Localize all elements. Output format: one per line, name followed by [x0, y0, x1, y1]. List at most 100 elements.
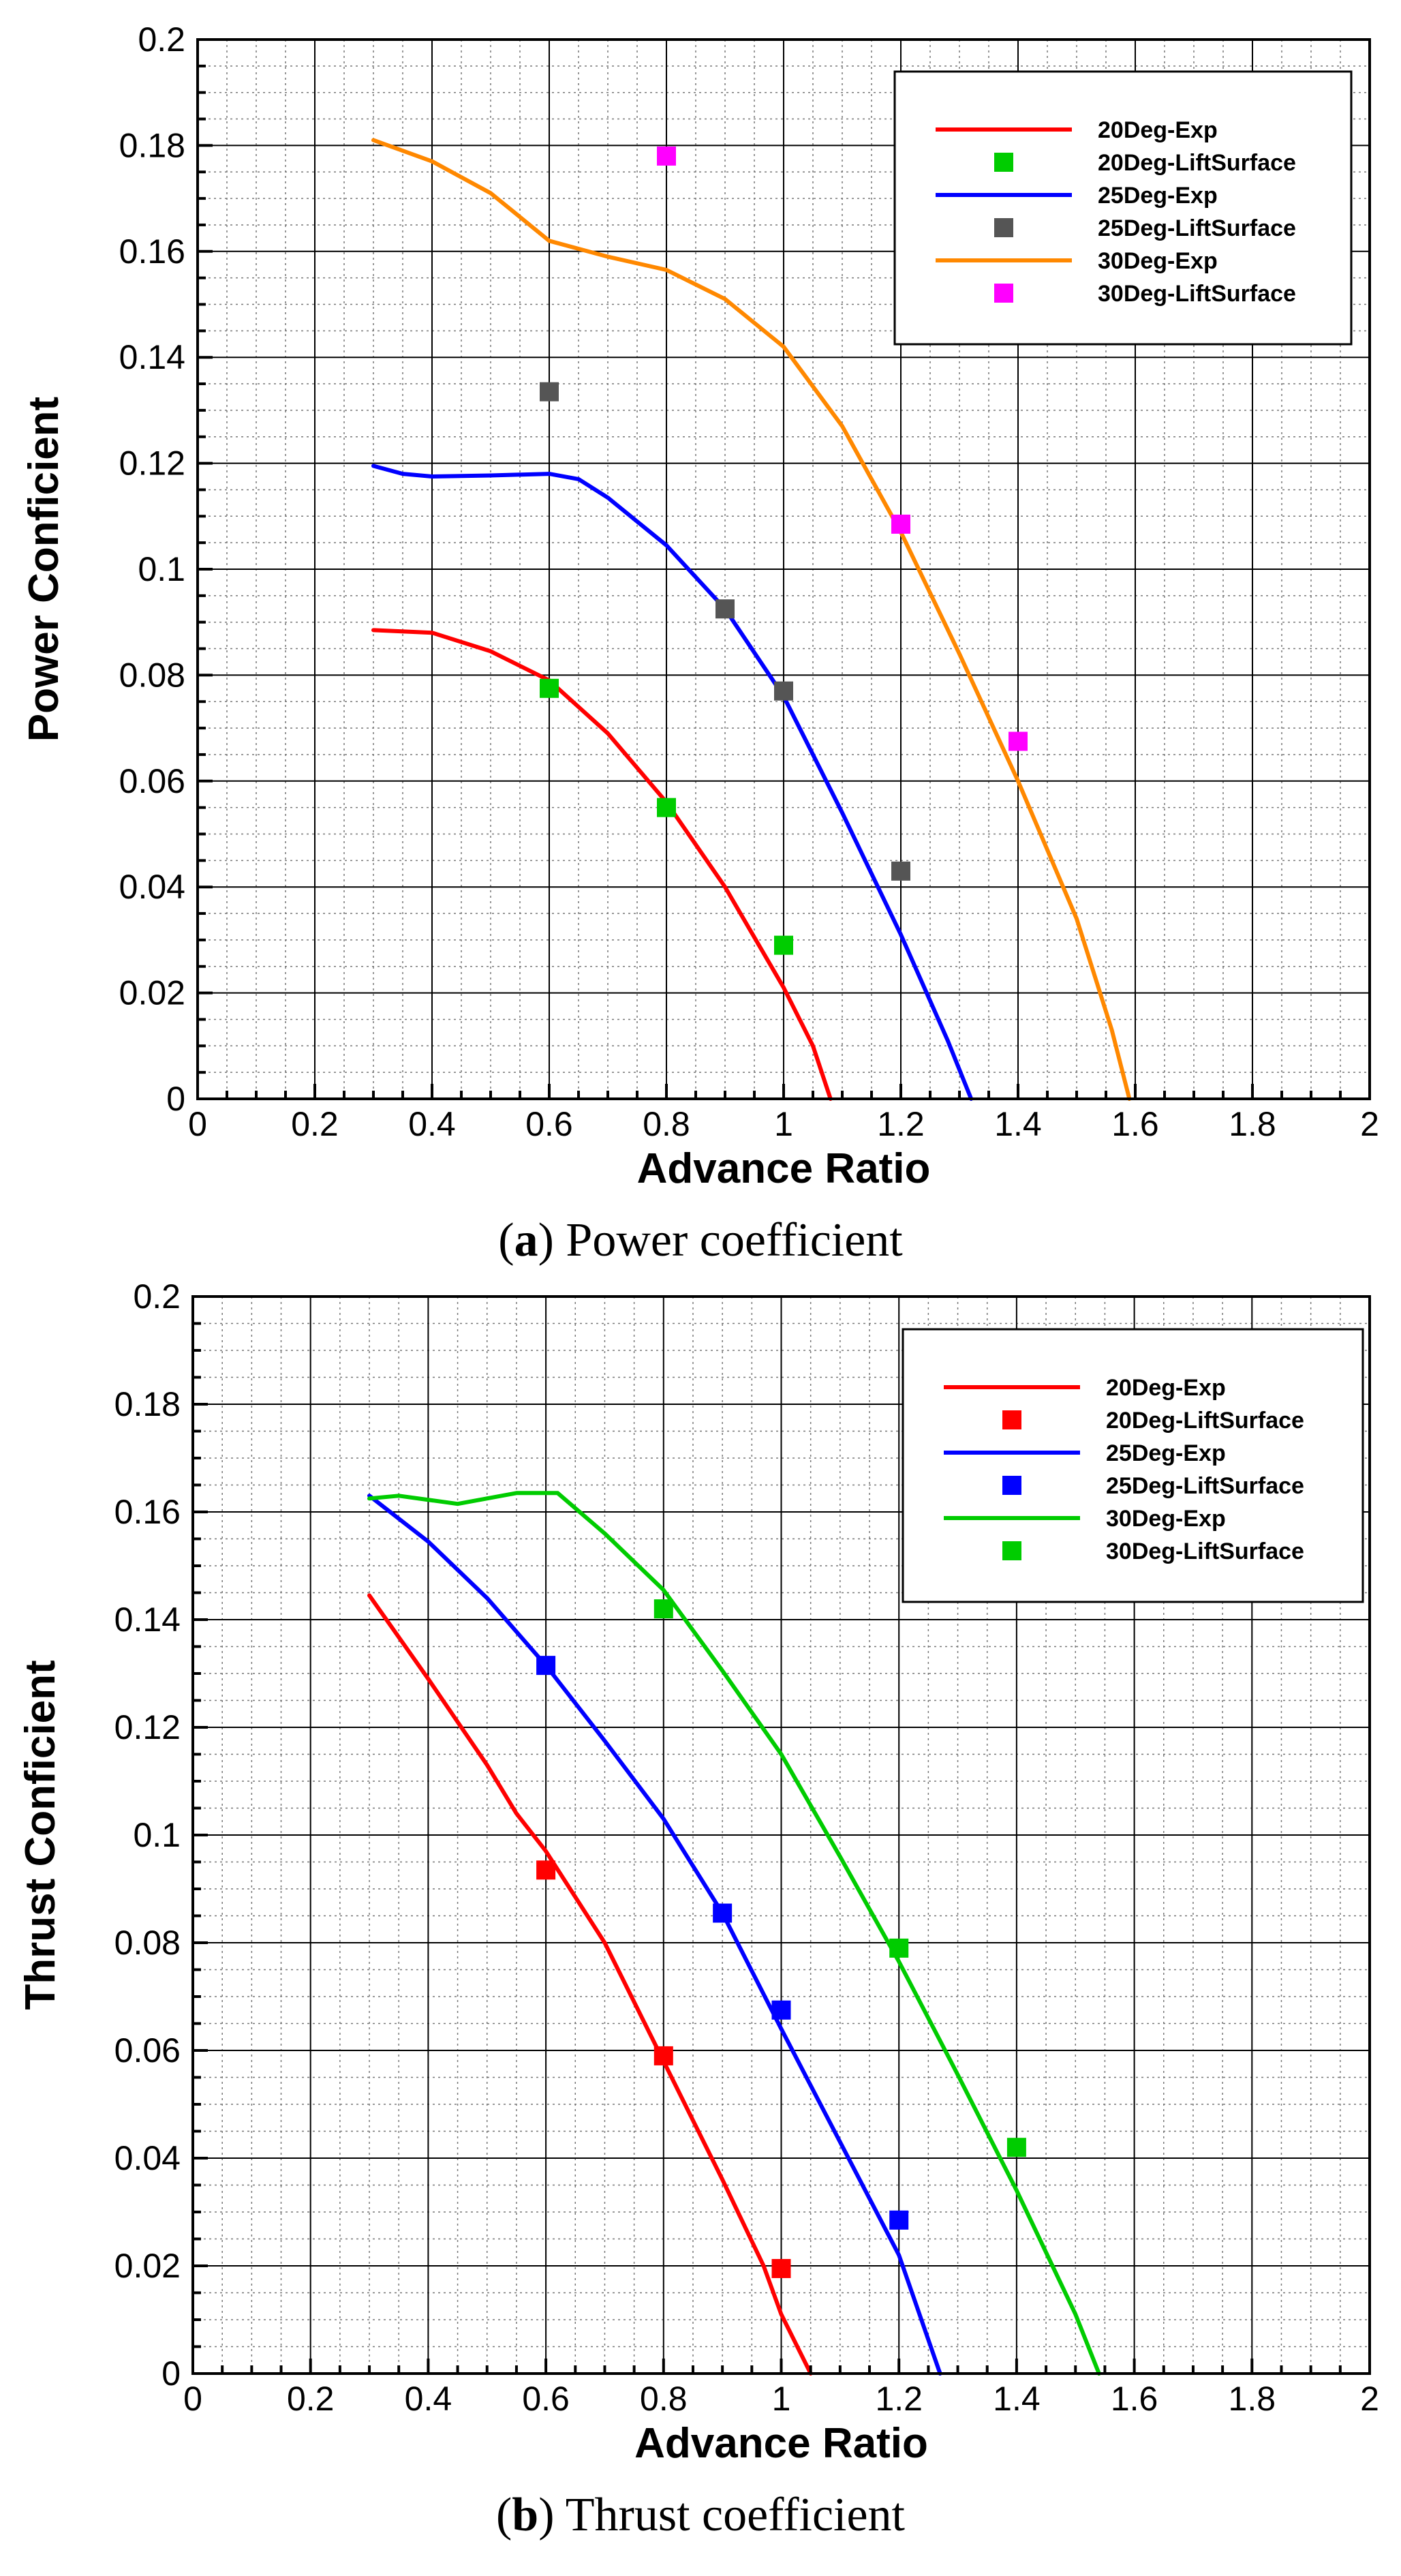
chart-b-x-tick-label: 1.4: [993, 2380, 1041, 2418]
chart-b-legend-label: 20Deg-LiftSurface: [1106, 1408, 1304, 1434]
chart-a-y-tick-label: 0.14: [119, 338, 185, 376]
chart-a-y-tick-label: 0.02: [119, 974, 185, 1012]
chart-b-y-tick-label: 0: [161, 2354, 181, 2393]
chart-b-marker-25deg-liftsurface-1: [713, 1903, 733, 1923]
chart-a-series-line-30deg-exp: [371, 138, 1132, 1101]
chart-a-legend-marker-swatch: [994, 284, 1013, 303]
chart-a-legend-label: 25Deg-Exp: [1098, 183, 1218, 209]
chart-a-y-tick-label: 0.04: [119, 868, 185, 906]
chart-b-y-tick-label: 0.06: [114, 2031, 181, 2070]
chart-a-y-tick-label: 0: [166, 1080, 185, 1118]
chart-b-y-axis-title: Thrust Conficient: [17, 1660, 64, 2010]
chart-b-legend-marker-swatch: [1002, 1541, 1021, 1560]
chart-b-marker-25deg-liftsurface-3: [889, 2210, 909, 2230]
chart-b-legend-label: 30Deg-LiftSurface: [1106, 1539, 1304, 1564]
chart-b-x-tick-label: 1.6: [1111, 2380, 1158, 2418]
chart-a-x-axis-title: Advance Ratio: [637, 1145, 931, 1192]
chart-a-y-tick-label: 0.18: [119, 126, 185, 164]
chart-a-legend-marker-swatch: [994, 218, 1013, 237]
chart-b-x-tick-label: 0.6: [522, 2380, 570, 2418]
chart-a-axis-ticks: [196, 38, 1371, 1100]
chart-a-x-tick-label: 0.4: [408, 1105, 456, 1143]
chart-b-marker-30deg-liftsurface-1: [889, 1938, 909, 1958]
power-coefficient-chart: 0 0.2 0.4 0.6 0.8 1 1.2 1.4 1.6 1.8 2 0 0.02 0.04 0.06…: [20, 20, 1379, 1267]
chart-a-legend-label: 20Deg-Exp: [1098, 117, 1218, 143]
chart-b-caption: (b) Thrust coefficient: [496, 2489, 906, 2541]
chart-a-major-grid: [198, 40, 1370, 1099]
chart-a-x-tick-label: 1: [774, 1105, 793, 1143]
chart-a-x-tick-label: 0: [188, 1105, 207, 1143]
chart-b-marker-25deg-liftsurface-2: [771, 2000, 791, 2020]
chart-a-x-tick-label: 1.6: [1111, 1105, 1159, 1143]
chart-b-marker-30deg-liftsurface-0: [653, 1599, 673, 1619]
chart-b-legend-marker-swatch: [1002, 1410, 1021, 1429]
chart-b-x-tick-label: 1: [772, 2380, 791, 2418]
chart-b-legend-label: 30Deg-Exp: [1106, 1506, 1226, 1532]
chart-b-x-tick-label: 0.4: [405, 2380, 452, 2418]
chart-b-marker-20deg-liftsurface-1: [653, 2046, 673, 2065]
chart-b-legend-label: 25Deg-LiftSurface: [1106, 1473, 1304, 1499]
chart-a-marker-25deg-liftsurface-1: [715, 599, 735, 619]
chart-a-y-axis-title: Power Conficient: [20, 397, 67, 742]
chart-b-legend-box: [902, 1328, 1364, 1603]
chart-b-marker-30deg-liftsurface-2: [1006, 2138, 1026, 2157]
chart-a-marker-25deg-liftsurface-2: [774, 681, 793, 701]
chart-b-x-tick-label: 0: [183, 2380, 202, 2418]
chart-b-x-axis-title: Advance Ratio: [634, 2420, 928, 2467]
chart-a-x-tick-label: 0.8: [643, 1105, 690, 1143]
chart-a-legend-label: 25Deg-LiftSurface: [1098, 215, 1296, 241]
chart-b-axis-ticks: [191, 1295, 1371, 2375]
chart-b-marker-20deg-liftsurface-2: [771, 2258, 791, 2278]
chart-b-series-line-25deg-exp: [367, 1494, 942, 2376]
chart-b-y-tick-label: 0.04: [114, 2139, 181, 2177]
chart-a-marker-30deg-liftsurface-1: [891, 514, 910, 534]
chart-b-legend-marker-swatch: [1002, 1476, 1021, 1495]
chart-b-x-tick-label: 0.8: [640, 2380, 688, 2418]
chart-a-legend-box: [893, 70, 1353, 346]
chart-b-marker-20deg-liftsurface-0: [536, 1860, 556, 1880]
chart-a-marker-30deg-liftsurface-2: [1009, 731, 1028, 751]
chart-a-marker-25deg-liftsurface-0: [540, 382, 559, 401]
chart-a-y-tick-label: 0.06: [119, 762, 185, 800]
chart-b-x-tick-label: 2: [1360, 2380, 1379, 2418]
chart-a-y-tick-label: 0.2: [138, 20, 185, 59]
chart-a-x-tick-label: 1.8: [1229, 1105, 1276, 1143]
chart-a-x-tick-label: 0.6: [525, 1105, 573, 1143]
chart-b-y-tick-label: 0.16: [114, 1493, 181, 1531]
chart-panel-b: 0 0.2 0.4 0.6 0.8 1 1.2 1.4 1.6 1.8 2 0 0.02 0.04 0.06…: [0, 1282, 1401, 2576]
chart-a-legend-label: 20Deg-LiftSurface: [1098, 150, 1296, 176]
chart-a-series-line-25deg-exp: [371, 464, 974, 1101]
chart-b-marker-25deg-liftsurface-0: [536, 1656, 556, 1676]
chart-b-y-tick-label: 0.08: [114, 1924, 181, 1962]
chart-b-y-tick-label: 0.14: [114, 1601, 181, 1639]
chart-a-y-tick-label: 0.12: [119, 444, 185, 483]
chart-a-series-line-20deg-exp: [371, 628, 833, 1101]
chart-b-y-tick-label: 0.1: [133, 1816, 181, 1854]
chart-a-marker-25deg-liftsurface-3: [891, 861, 910, 881]
chart-a-y-tick-label: 0.16: [119, 232, 185, 271]
chart-b-x-tick-label: 0.2: [287, 2380, 335, 2418]
chart-b-x-tick-label: 1.2: [875, 2380, 923, 2418]
chart-b-legend-label: 25Deg-Exp: [1106, 1440, 1226, 1466]
chart-a-marker-20deg-liftsurface-2: [774, 935, 793, 955]
chart-b-y-tick-label: 0.12: [114, 1708, 181, 1746]
chart-a-legend-label: 30Deg-LiftSurface: [1098, 281, 1296, 307]
chart-a-y-tick-label: 0.1: [138, 550, 185, 588]
chart-a-marker-20deg-liftsurface-1: [657, 798, 676, 817]
chart-b-y-tick-label: 0.2: [133, 1282, 181, 1316]
chart-b-x-tick-label: 1.8: [1229, 2380, 1276, 2418]
chart-a-marker-20deg-liftsurface-0: [540, 678, 559, 698]
chart-a-y-tick-label: 0.08: [119, 656, 185, 694]
chart-a-marker-30deg-liftsurface-0: [657, 146, 676, 166]
chart-a-caption: (a) Power coefficient: [498, 1214, 903, 1267]
chart-a-legend-marker-swatch: [994, 153, 1013, 172]
chart-b-series-line-30deg-exp: [367, 1491, 1101, 2376]
chart-a-legend-label: 30Deg-Exp: [1098, 248, 1218, 274]
chart-panel-a: 0 0.2 0.4 0.6 0.8 1 1.2 1.4 1.6 1.8 2 0 0.02 0.04 0.06…: [0, 0, 1401, 1282]
chart-b-legend-label: 20Deg-Exp: [1106, 1375, 1226, 1401]
chart-b-y-tick-label: 0.18: [114, 1385, 181, 1423]
thrust-coefficient-chart: 0 0.2 0.4 0.6 0.8 1 1.2 1.4 1.6 1.8 2 0 0.02 0.04 0.06…: [17, 1282, 1379, 2541]
chart-b-series-line-20deg-exp: [367, 1593, 813, 2376]
chart-b-y-tick-label: 0.02: [114, 2247, 181, 2285]
chart-a-x-tick-label: 0.2: [291, 1105, 339, 1143]
